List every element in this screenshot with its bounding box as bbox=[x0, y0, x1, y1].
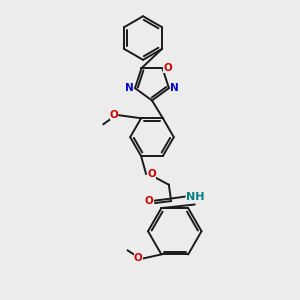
Text: O: O bbox=[147, 169, 156, 179]
Text: O: O bbox=[134, 254, 142, 263]
Text: N: N bbox=[125, 83, 134, 93]
Text: O: O bbox=[110, 110, 118, 120]
Text: NH: NH bbox=[186, 192, 204, 202]
Text: O: O bbox=[164, 63, 172, 73]
Text: N: N bbox=[170, 83, 179, 93]
Text: O: O bbox=[144, 196, 153, 206]
